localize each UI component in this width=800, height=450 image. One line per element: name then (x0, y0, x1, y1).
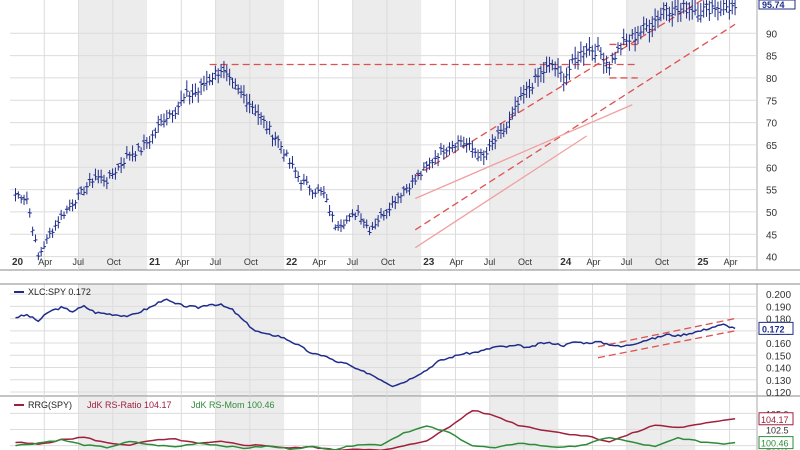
x-tick-label: Apr (449, 257, 463, 267)
rs-y-tick: 0.150 (766, 351, 791, 362)
rs-momentum-line (15, 425, 736, 450)
last-rs-label: 0.172 (762, 324, 785, 334)
x-tick-label: Apr (312, 257, 326, 267)
rs-y-tick: 0.140 (766, 364, 791, 375)
x-tick-label: Jul (210, 257, 222, 267)
price-y-tick: 80 (766, 74, 778, 85)
price-y-tick: 55 (766, 186, 778, 197)
rs-y-tick: 0.200 (766, 290, 791, 301)
x-tick-label: 25 (697, 257, 709, 268)
rrg-legend-momentum: JdK RS-Mom 100.46 (191, 400, 275, 410)
last-momentum-label: 100.46 (761, 439, 789, 449)
price-y-tick: 70 (766, 119, 778, 130)
trend-line (414, 135, 587, 249)
price-y-tick: 85 (766, 52, 778, 63)
rrg-y-tick: 102.5 (766, 426, 789, 436)
x-tick-label: 24 (560, 257, 572, 268)
x-tick-label: Oct (518, 257, 533, 267)
rs-y-tick: 0.190 (766, 302, 791, 313)
x-tick-label: 21 (149, 257, 161, 268)
rrg-panel: 105.0102.5100.0RRG(SPY)JdK RS-Ratio 104.… (0, 397, 800, 450)
rs-y-tick: 0.160 (766, 339, 791, 350)
x-tick-label: Jul (347, 257, 359, 267)
x-tick-label: Oct (107, 257, 122, 267)
last-ratio-box (758, 412, 794, 426)
x-tick-label: 23 (423, 257, 435, 268)
price-y-tick: 60 (766, 163, 778, 174)
rs-y-tick: 0.180 (766, 315, 791, 326)
x-tick-label: 22 (286, 257, 298, 268)
price-panel: 40 45 50 55 60 65 70 75 80 85 90 20 Apr Jul Oct 21 Apr Ju… (0, 0, 800, 271)
relative-strength-panel: 0.1200.1300.1400.1500.1600.1700.1800.190… (0, 283, 800, 399)
x-tick-label: Apr (587, 257, 601, 267)
x-tick-label: Oct (381, 257, 396, 267)
last-ratio-label: 104.17 (761, 415, 789, 425)
price-y-tick: 45 (766, 230, 778, 241)
x-tick-label: Oct (244, 257, 259, 267)
x-tick-label: Apr (175, 257, 189, 267)
x-tick-label: 20 (12, 257, 24, 268)
price-y-tick: 50 (766, 208, 778, 219)
rs-y-tick: 0.120 (766, 388, 791, 399)
trend-line (414, 23, 736, 231)
price-y-tick: 65 (766, 141, 778, 152)
last-momentum-box (758, 436, 794, 450)
rs-series-line (15, 298, 736, 388)
x-tick-label: Jul (621, 257, 633, 267)
trend-line (414, 0, 704, 177)
x-tick-label: Jul (484, 257, 496, 267)
trend-line (597, 317, 736, 348)
price-y-tick: 75 (766, 96, 778, 107)
rrg-legend-prefix: RRG(SPY) (28, 400, 72, 410)
trend-line (597, 330, 736, 359)
last-price-box (758, 0, 796, 10)
x-tick-label: Jul (73, 257, 85, 267)
rs-y-tick: 0.130 (766, 376, 791, 387)
price-y-tick: 90 (766, 29, 778, 40)
x-tick-label: Apr (724, 257, 738, 267)
last-rs-box (758, 321, 794, 335)
price-y-tick: 40 (766, 253, 778, 264)
last-price-label: 95.74 (762, 0, 785, 10)
x-tick-label: Apr (38, 257, 52, 267)
rs-legend: XLC:SPY 0.172 (28, 287, 91, 297)
trend-line (414, 104, 633, 200)
x-tick-label: Oct (655, 257, 670, 267)
rrg-legend-ratio: JdK RS-Ratio 104.17 (87, 400, 172, 410)
